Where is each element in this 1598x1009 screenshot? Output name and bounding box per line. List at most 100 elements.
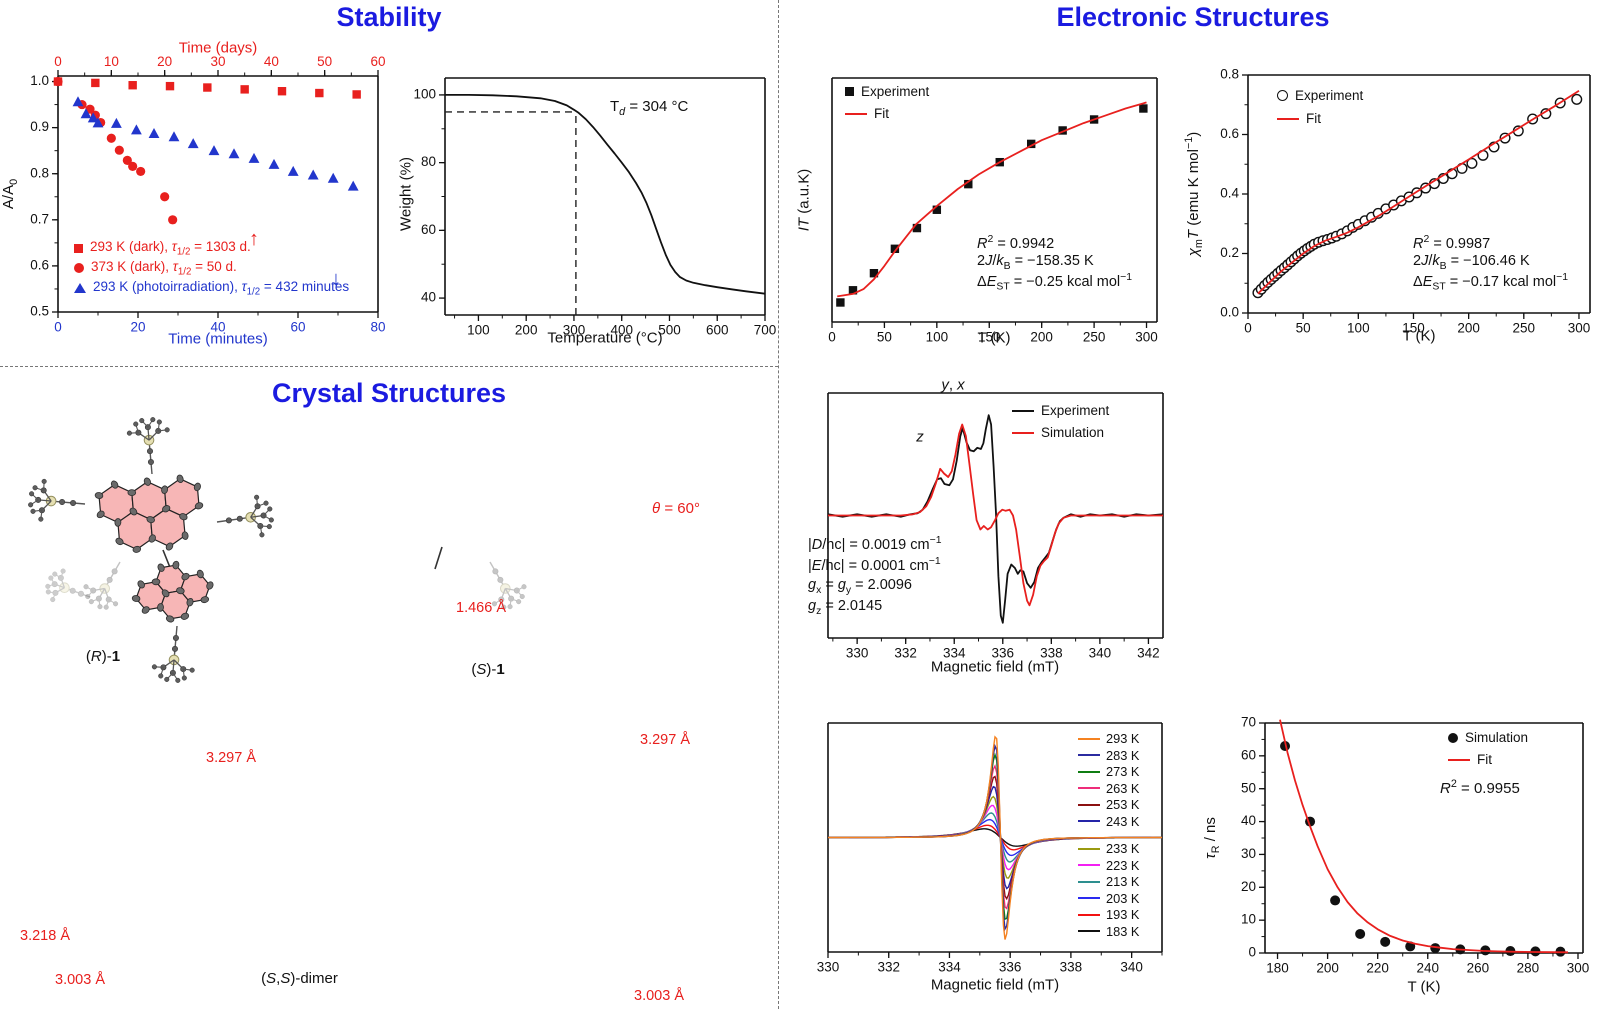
legend-item: Fit <box>1277 111 1321 126</box>
svg-text:338: 338 <box>1060 960 1083 975</box>
svg-text:50: 50 <box>1296 321 1311 336</box>
svg-text:336: 336 <box>999 960 1022 975</box>
panel-crystal-dimer <box>15 695 315 1009</box>
svg-text:60: 60 <box>1241 747 1256 762</box>
chart-annotation: |E/hc| = 0.0001 cm−1 <box>808 556 941 574</box>
svg-text:40: 40 <box>1241 813 1256 828</box>
svg-text:20: 20 <box>130 320 145 335</box>
svg-text:0.5: 0.5 <box>30 304 49 319</box>
svg-text:0: 0 <box>54 54 62 69</box>
svg-text:240: 240 <box>1416 961 1439 976</box>
svg-text:0.6: 0.6 <box>30 257 49 272</box>
axis-label: T (K) <box>977 329 1011 347</box>
axis-label: Magnetic field (mT) <box>930 976 1060 994</box>
svg-text:100: 100 <box>926 330 949 345</box>
chart-annotation: 2J/kB = −158.35 K <box>977 253 1094 272</box>
legend-item: Fit <box>1448 752 1492 767</box>
svg-text:340: 340 <box>1089 646 1112 661</box>
svg-text:200: 200 <box>1457 321 1480 336</box>
svg-text:50: 50 <box>877 330 892 345</box>
svg-text:10: 10 <box>1241 912 1256 927</box>
svg-text:0.7: 0.7 <box>30 211 49 226</box>
legend-item: Experiment <box>1012 403 1109 418</box>
svg-text:340: 340 <box>1120 960 1143 975</box>
axis-label: A/A0 <box>0 178 20 210</box>
chart-annotation: R2 = 0.9987 <box>1413 234 1491 252</box>
label-ss-dimer: (S,S)-dimer <box>261 970 338 987</box>
axis-label: IT (a.u.K) <box>795 168 813 232</box>
svg-text:0.8: 0.8 <box>30 165 49 180</box>
legend-item: 233 K <box>1078 841 1139 856</box>
label-distance-3218: 3.218 Å <box>20 928 70 944</box>
svg-text:200: 200 <box>515 323 538 338</box>
svg-text:60: 60 <box>370 54 385 69</box>
svg-text:0.2: 0.2 <box>1220 245 1239 260</box>
svg-text:260: 260 <box>1467 961 1490 976</box>
svg-text:250: 250 <box>1083 330 1106 345</box>
axis-label: Temperature (°C) <box>547 329 663 347</box>
axis-label: Time (minutes) <box>168 330 268 348</box>
section-title-electronic: Electronic Structures <box>1056 2 1330 32</box>
horizontal-divider <box>0 366 778 367</box>
chart-annotation: R2 = 0.9942 <box>977 234 1055 252</box>
label-distance-3003: 3.003 Å <box>55 972 105 988</box>
legend-item: 243 K <box>1078 814 1139 829</box>
svg-text:250: 250 <box>1513 321 1536 336</box>
chart-annotation: gx = gy = 2.0096 <box>808 577 912 596</box>
chart-annotation: 2J/kB = −106.46 K <box>1413 253 1530 272</box>
svg-text:600: 600 <box>706 323 729 338</box>
svg-text:40: 40 <box>210 320 225 335</box>
svg-text:0.9: 0.9 <box>30 119 49 134</box>
svg-text:342: 342 <box>1137 646 1160 661</box>
axis-label: Time (days) <box>178 39 258 57</box>
svg-text:300: 300 <box>1567 961 1590 976</box>
label-schematic-top-distance: 3.297 Å <box>640 732 690 748</box>
panel-epr-chart: 330 332 334 336 338 340 342 Experiment Simulatio… <box>790 375 1170 683</box>
svg-text:200: 200 <box>1030 330 1053 345</box>
svg-text:280: 280 <box>1517 961 1540 976</box>
label-distance-3297: 3.297 Å <box>206 750 256 766</box>
legend-item: 293 K (photoirradiation), τ1/2 = 432 min… <box>74 279 349 298</box>
chart-annotation: R2 = 0.9955 <box>1440 778 1520 797</box>
svg-text:338: 338 <box>1040 646 1063 661</box>
panel-spin-density-structure <box>1180 370 1598 690</box>
axis-label: τR / ns <box>1202 817 1222 859</box>
svg-text:0.0: 0.0 <box>1220 305 1239 320</box>
legend-item: Experiment <box>845 84 929 99</box>
svg-text:0: 0 <box>828 330 836 345</box>
svg-text:700: 700 <box>754 323 777 338</box>
legend-item: 283 K <box>1078 748 1139 763</box>
section-title-crystal: Crystal Structures <box>271 378 507 408</box>
panel-crystal-structure-s1 <box>300 412 570 695</box>
legend-item: Simulation <box>1012 425 1104 440</box>
svg-text:0.6: 0.6 <box>1220 126 1239 141</box>
svg-text:332: 332 <box>894 646 917 661</box>
axis-label: Magnetic field (mT) <box>930 658 1060 676</box>
chart-annotation: |D/hc| = 0.0019 cm−1 <box>808 535 942 553</box>
axis-label: T (K) <box>1402 327 1436 345</box>
legend-item: 273 K <box>1078 764 1139 779</box>
svg-text:100: 100 <box>413 86 436 101</box>
svg-text:0.8: 0.8 <box>1220 67 1239 82</box>
axis-label: T (K) <box>1407 978 1441 996</box>
svg-text:180: 180 <box>1266 961 1289 976</box>
chart-annotation: ΔEST = −0.17 kcal mol−1 <box>1413 272 1569 293</box>
svg-text:10: 10 <box>104 54 119 69</box>
panel-chimt-chart: 0 50 100 150 200 250 300 0.0 0.2 0.4 0.6 0.8 Experim… <box>1180 36 1598 352</box>
panel-it-chart: 0 50 100 150 200 250 300 Experiment Fit R2 = 0.99… <box>790 36 1170 352</box>
svg-text:200: 200 <box>1316 961 1339 976</box>
svg-text:0.4: 0.4 <box>1220 186 1239 201</box>
svg-text:336: 336 <box>992 646 1015 661</box>
svg-text:150: 150 <box>978 330 1001 345</box>
legend-item: Simulation <box>1448 730 1528 745</box>
axis-label: Weight (%) <box>397 157 415 231</box>
svg-text:220: 220 <box>1366 961 1389 976</box>
legend-item: 223 K <box>1078 858 1139 873</box>
legend-item: 203 K <box>1078 891 1139 906</box>
legend-item: 253 K <box>1078 797 1139 812</box>
svg-text:332: 332 <box>877 960 900 975</box>
svg-text:50: 50 <box>317 54 332 69</box>
svg-text:20: 20 <box>157 54 172 69</box>
axis-label: χmT (emu K mol−1) <box>1183 131 1205 257</box>
